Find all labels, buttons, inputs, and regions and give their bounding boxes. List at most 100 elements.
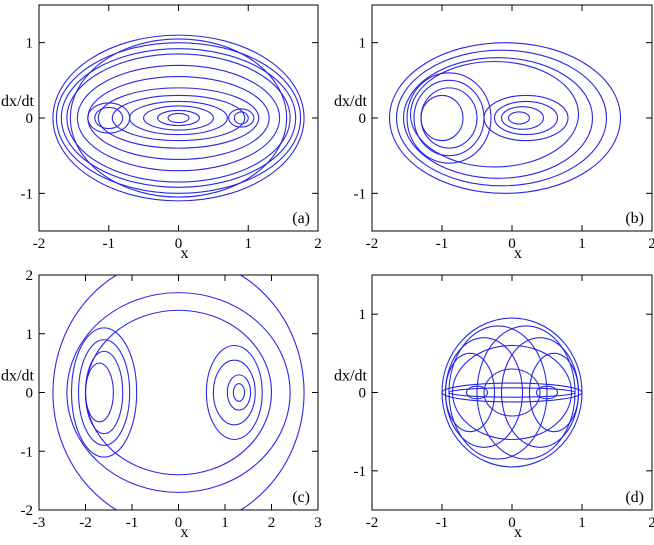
orbit-loop <box>406 72 492 164</box>
x-tick-label: 0 <box>508 515 516 531</box>
x-tick-label: 2 <box>314 236 322 252</box>
orbit-loop <box>167 112 190 124</box>
x-axis-label: x <box>514 245 522 262</box>
orbit-loop <box>87 102 131 134</box>
orbit-loop <box>232 383 246 402</box>
x-tick-label: -3 <box>33 515 46 531</box>
panel-a: -2 -1 0 1 2 -1 0 1 x dx/dt (a) <box>1 4 322 262</box>
orbit-loop <box>388 42 622 194</box>
orbit-loop <box>226 374 252 411</box>
orbit-loop <box>465 385 489 400</box>
orbit-loop <box>84 350 124 435</box>
x-tick-label: 2 <box>648 515 654 531</box>
y-tick-label: -1 <box>21 444 34 460</box>
trajectory <box>441 317 583 468</box>
panel-label: (b) <box>625 210 644 227</box>
x-tick-label: -1 <box>103 236 116 252</box>
y-tick-label: -1 <box>21 186 34 202</box>
orbit-loop <box>76 64 281 172</box>
orbit-loop <box>233 111 249 125</box>
y-tick-label: 0 <box>26 111 34 127</box>
x-tick-label: 1 <box>221 515 229 531</box>
panel-label: (c) <box>292 489 310 506</box>
orbit-loop <box>52 275 305 510</box>
x-tick-label: 1 <box>578 236 586 252</box>
orbit-loop <box>52 34 305 202</box>
x-tick-label: -2 <box>366 515 379 531</box>
orbit-loop <box>228 108 255 128</box>
orbit-loop <box>395 49 608 187</box>
x-tick-label: 1 <box>245 236 253 252</box>
orbit-loop <box>212 359 256 426</box>
y-tick-label: 1 <box>26 36 34 52</box>
orbit-loop <box>507 111 531 125</box>
x-axis-label: x <box>181 245 189 262</box>
orbit-loop <box>66 53 291 183</box>
orbit-loop <box>493 100 559 136</box>
x-tick-label: -1 <box>436 236 449 252</box>
orbit-loop <box>143 105 214 131</box>
y-tick-label: -2 <box>21 503 34 519</box>
orbit-loop <box>413 79 485 157</box>
y-axis-label: dx/dt <box>1 368 34 385</box>
orbit-loop <box>84 362 114 423</box>
y-axis-label: dx/dt <box>334 368 367 385</box>
panel-label: (d) <box>625 489 644 506</box>
x-tick-label: -2 <box>366 236 379 252</box>
y-axis-label: dx/dt <box>1 93 34 110</box>
orbit-loop <box>205 344 263 441</box>
y-tick-label: 1 <box>26 327 34 343</box>
orbit-loop <box>420 94 464 142</box>
trajectory <box>52 275 305 510</box>
y-tick-label: 0 <box>359 111 367 127</box>
orbit-loop <box>402 57 594 179</box>
x-axis-label: x <box>181 524 189 541</box>
y-tick-label: -1 <box>354 186 367 202</box>
orbit-loop <box>441 382 583 403</box>
x-tick-label: 2 <box>648 236 654 252</box>
orbit-loop <box>451 344 573 441</box>
panel-d: -2 -1 0 1 2 -1 0 1 x dx/dt (d) <box>334 274 654 541</box>
orbit-loop <box>69 38 288 198</box>
orbit-loop <box>483 368 541 417</box>
orbit-loop <box>60 48 297 188</box>
panel-label: (a) <box>292 210 310 227</box>
orbit-loop <box>535 385 559 400</box>
y-tick-label: 2 <box>26 268 34 284</box>
orbit-loop <box>500 106 545 130</box>
x-tick-label: -2 <box>79 515 92 531</box>
orbit-loop <box>528 352 580 433</box>
x-tick-label: 3 <box>314 515 322 531</box>
orbit-loop <box>444 352 496 433</box>
orbit-loop <box>448 387 576 398</box>
orbit-loop <box>55 42 302 194</box>
y-tick-label: 1 <box>359 36 367 52</box>
orbit-loop <box>77 339 131 446</box>
orbit-loop <box>409 60 580 168</box>
panel-b: -2 -1 0 1 2 -1 0 1 x dx/dt (b) <box>334 4 654 262</box>
y-tick-label: 0 <box>26 386 34 402</box>
x-tick-label: -1 <box>436 515 449 531</box>
y-axis-label: dx/dt <box>334 93 367 110</box>
x-tick-label: 0 <box>175 515 183 531</box>
x-tick-label: 0 <box>175 236 183 252</box>
orbit-loop <box>94 106 124 130</box>
orbit-loop <box>97 87 260 149</box>
orbit-loop <box>157 109 200 127</box>
plot-frame <box>371 274 653 511</box>
orbit-loop <box>111 94 246 142</box>
orbit-loop <box>87 76 270 160</box>
orbit-loop <box>483 94 569 142</box>
y-tick-label: 1 <box>359 307 367 323</box>
x-tick-label: 2 <box>268 515 276 531</box>
y-tick-label: -1 <box>354 464 367 480</box>
orbit-loop <box>441 317 583 468</box>
orbit-loop <box>66 292 291 493</box>
x-tick-label: 1 <box>578 515 586 531</box>
x-tick-label: -2 <box>33 236 46 252</box>
orbit-loop <box>71 327 138 458</box>
x-tick-label: -1 <box>126 515 139 531</box>
trajectory <box>388 42 622 194</box>
